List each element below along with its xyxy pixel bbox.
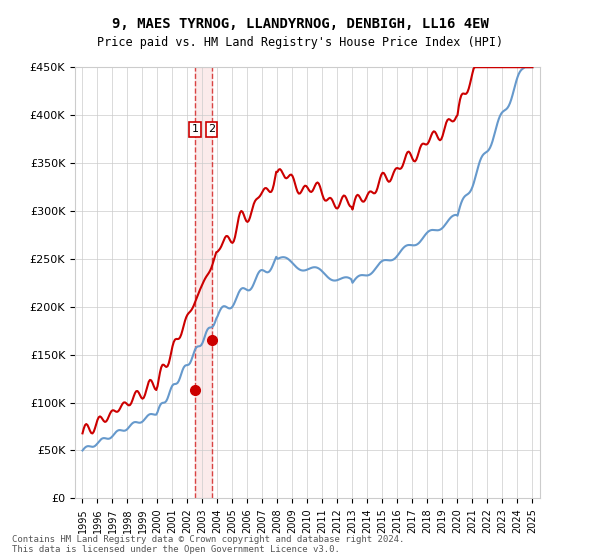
Text: Price paid vs. HM Land Registry's House Price Index (HPI): Price paid vs. HM Land Registry's House … (97, 36, 503, 49)
Text: 9, MAES TYRNOG, LLANDYRNOG, DENBIGH, LL16 4EW: 9, MAES TYRNOG, LLANDYRNOG, DENBIGH, LL1… (112, 17, 488, 31)
Text: Contains HM Land Registry data © Crown copyright and database right 2024.
This d: Contains HM Land Registry data © Crown c… (12, 535, 404, 554)
Text: 2: 2 (208, 124, 215, 134)
Text: 1: 1 (191, 124, 199, 134)
Bar (195, 67, 212, 498)
